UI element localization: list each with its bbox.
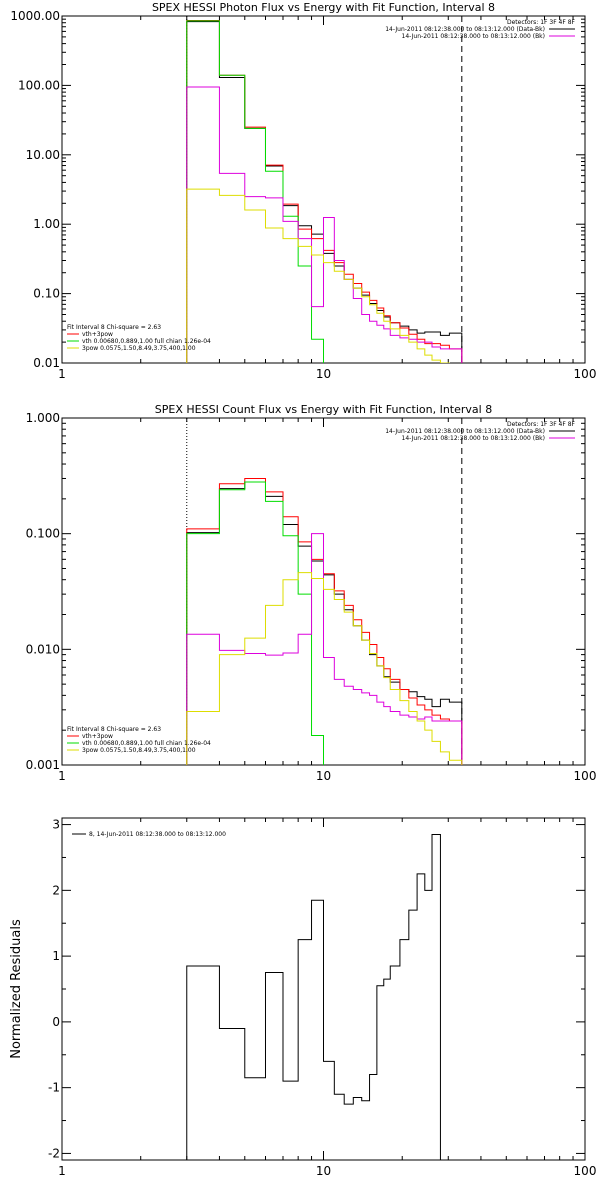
photon-flux-panel: SPEX HESSI Photon Flux vs Energy with Fi… xyxy=(10,1,597,381)
data-series-group xyxy=(186,833,441,1160)
series-line-1 xyxy=(186,477,463,765)
y-tick-label: 2 xyxy=(52,883,60,897)
series-line-4 xyxy=(186,572,463,765)
fit-summary: Fit Interval 8 Chi-square = 2.63 xyxy=(67,726,161,733)
detectors-label: Detectors: 1F 3F 4F 8F xyxy=(507,19,576,26)
y-tick-label: -1 xyxy=(48,1081,60,1095)
bk-interval: 14-Jun-2011 08:12:38.000 to 08:13:12.000… xyxy=(402,33,545,40)
data-bk-interval: 14-Jun-2011 08:12:38.000 to 08:13:12.000… xyxy=(385,26,545,33)
y-tick-label: 0.10 xyxy=(33,287,60,301)
y-tick-label: 100.00 xyxy=(18,78,60,92)
fit-summary: Fit Interval 8 Chi-square = 2.63 xyxy=(67,324,161,331)
y-tick-label: -2 xyxy=(48,1146,60,1160)
y-tick-label: 3 xyxy=(52,818,60,832)
y-tick-label: 1000.00 xyxy=(10,9,60,23)
residuals-panel: 1 10 100 -2 -1 0 1 2 3 Normalized Residuals 8, 14-… xyxy=(9,817,597,1178)
bk-interval: 14-Jun-2011 08:12:38.000 to 08:13:12.000… xyxy=(402,435,545,442)
y-tick-label: 10.00 xyxy=(26,148,60,162)
y-tick-label: 0.100 xyxy=(26,527,60,541)
y-tick-label: 1.000 xyxy=(26,411,60,425)
fit-legend-text-3: 3pow 0.0575,1.50,8.49,3.75,400,1.00 xyxy=(82,345,196,352)
chart-title: SPEX HESSI Photon Flux vs Energy with Fi… xyxy=(152,1,495,14)
residual-legend-text: 8, 14-Jun-2011 08:12:38.000 to 08:13:12.… xyxy=(89,831,226,838)
data-series-group xyxy=(186,20,463,363)
series-line-2 xyxy=(186,481,324,765)
x-tick-label: 100 xyxy=(574,367,597,381)
x-tick-label: 100 xyxy=(574,1164,597,1178)
fit-legend-text-1: vth+3pow xyxy=(82,733,113,740)
y-tick-label: 1 xyxy=(52,949,60,963)
y-tick-label: 1.00 xyxy=(33,217,60,231)
series-line-3 xyxy=(186,86,463,363)
x-tick-label: 10 xyxy=(316,1164,331,1178)
fit-legend-text-2: vth 0.00680,0.889,1.00 full chian 1.26e-… xyxy=(82,740,211,747)
y-tick-label: 0.001 xyxy=(26,758,60,772)
x-tick-label: 100 xyxy=(574,769,597,783)
data-bk-interval: 14-Jun-2011 08:12:38.000 to 08:13:12.000… xyxy=(385,428,545,435)
series-line-4 xyxy=(186,188,450,363)
fit-legend-text-1: vth+3pow xyxy=(82,331,113,338)
fit-legend-text-2: vth 0.00680,0.889,1.00 full chian 1.26e-… xyxy=(82,338,211,345)
detectors-label: Detectors: 1F 3F 4F 8F xyxy=(507,421,576,428)
y-axis-label: Normalized Residuals xyxy=(9,919,24,1059)
series-line-2 xyxy=(186,20,324,363)
y-tick-label: 0.010 xyxy=(26,642,60,656)
x-tick-label: 10 xyxy=(316,769,331,783)
y-tick-label: 0 xyxy=(52,1015,60,1029)
data-series-group xyxy=(186,477,463,765)
x-tick-label: 1 xyxy=(58,367,66,381)
x-tick-label: 1 xyxy=(58,769,66,783)
x-tick-label: 1 xyxy=(58,1164,66,1178)
y-tick-label: 0.01 xyxy=(33,356,60,370)
fit-legend-text-3: 3pow 0.0575,1.50,8.49,3.75,400,1.00 xyxy=(82,747,196,754)
chart-title: SPEX HESSI Count Flux vs Energy with Fit… xyxy=(155,403,492,416)
series-line-3 xyxy=(186,533,463,765)
x-tick-label: 10 xyxy=(316,367,331,381)
count-flux-panel: SPEX HESSI Count Flux vs Energy with Fit… xyxy=(26,403,597,783)
series-line-0 xyxy=(186,833,441,1160)
plot-frame xyxy=(61,15,586,364)
